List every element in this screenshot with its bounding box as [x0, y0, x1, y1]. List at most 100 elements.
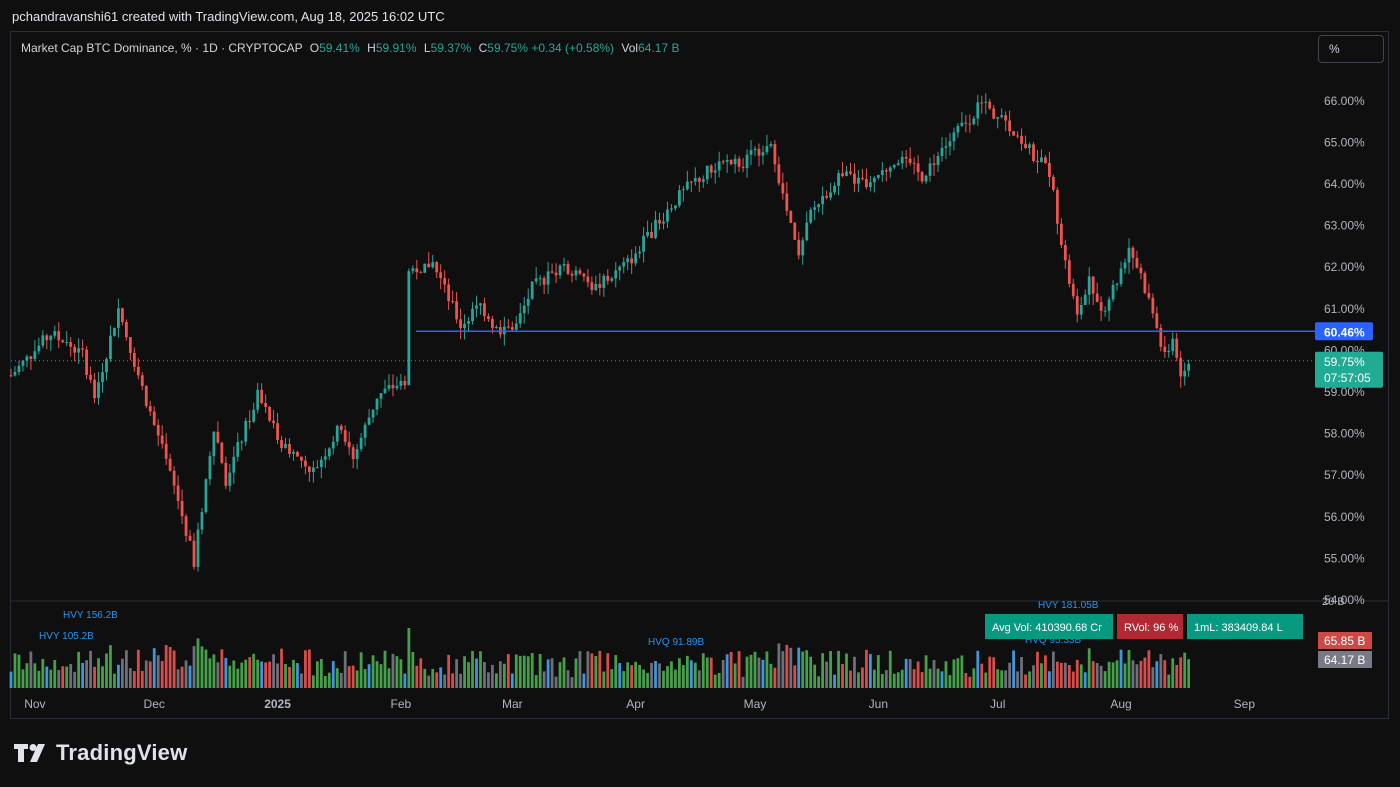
- volume-bar: [1016, 671, 1019, 688]
- volume-bar: [785, 644, 789, 688]
- candle-body: [984, 101, 988, 103]
- volume-bar: [861, 667, 864, 688]
- candle-body: [964, 122, 968, 124]
- candle-body: [212, 431, 216, 457]
- volume-bar: [29, 651, 33, 688]
- percent-scale-button[interactable]: %: [1318, 35, 1384, 63]
- volume-bar: [41, 658, 45, 688]
- volume-bar: [757, 657, 761, 688]
- candle-body: [93, 379, 96, 399]
- volume-bar: [646, 672, 649, 688]
- candle-body: [765, 146, 769, 153]
- volume-bar: [697, 670, 701, 688]
- volume-bar: [475, 658, 478, 688]
- candle-body: [646, 231, 649, 236]
- volume-bar: [630, 665, 634, 688]
- candle-body: [1111, 284, 1115, 300]
- volume-bar: [144, 660, 148, 688]
- volume-bar: [880, 673, 884, 688]
- candle-body: [49, 335, 53, 341]
- candle-body: [407, 271, 411, 386]
- candle-body: [37, 345, 41, 352]
- volume-bar: [845, 653, 848, 688]
- candle-body: [1091, 276, 1095, 294]
- candle-body: [1051, 176, 1055, 190]
- volume-bar: [829, 650, 832, 688]
- volume-bar: [447, 654, 451, 688]
- volume-bar: [841, 664, 844, 688]
- volume-bar: [534, 675, 538, 688]
- candle-body: [833, 185, 836, 193]
- candle-body: [1099, 302, 1103, 311]
- volume-bar: [335, 668, 339, 688]
- volume-bar: [491, 664, 494, 688]
- volume-bar: [443, 674, 447, 688]
- volume-bar: [196, 638, 200, 688]
- volume-bar: [37, 670, 41, 688]
- rvol-box: [1117, 614, 1183, 639]
- volume-bar: [733, 663, 737, 688]
- volume-bar: [1063, 662, 1067, 688]
- candle-body: [451, 301, 455, 303]
- candle-body: [184, 516, 188, 536]
- volume-bar: [976, 650, 980, 688]
- candle-body: [1171, 338, 1175, 352]
- volume-bar: [940, 671, 944, 688]
- candle-body: [1179, 357, 1183, 377]
- volume-bar: [614, 655, 618, 688]
- x-tick-label: Mar: [502, 697, 523, 711]
- volume-bar: [876, 655, 880, 688]
- volume-bar: [801, 651, 805, 688]
- volume-bar: [296, 663, 299, 688]
- volume-bar: [61, 666, 65, 688]
- volume-bar: [574, 658, 578, 688]
- volume-bar: [315, 661, 319, 688]
- volume-bar: [300, 673, 303, 688]
- volume-bar: [391, 653, 395, 688]
- candle-body: [594, 283, 598, 290]
- candle-body: [1147, 292, 1151, 298]
- volume-bar: [562, 657, 566, 688]
- candle-body: [940, 147, 944, 156]
- candle-body: [590, 282, 594, 290]
- support-line-label: 60.46%: [1324, 325, 1365, 339]
- candle-body: [785, 193, 789, 211]
- candle-body: [1071, 283, 1075, 297]
- volume-annotation: HVY 105.2B: [39, 631, 94, 642]
- volume-bar: [821, 653, 825, 688]
- candle-body: [681, 189, 685, 191]
- volume-bar: [228, 665, 232, 688]
- open-value: 59.41%: [319, 41, 360, 55]
- volume-bar: [518, 655, 522, 688]
- candle-body: [363, 424, 367, 438]
- candle-body: [884, 170, 888, 172]
- volume-bar: [956, 658, 960, 688]
- candle-body: [475, 305, 478, 309]
- candle-body: [467, 321, 470, 324]
- volume-bar: [288, 666, 291, 688]
- candle-body: [761, 152, 765, 156]
- candle-body: [932, 163, 936, 166]
- chart-legend: Market Cap BTC Dominance, % · 1D · CRYPT…: [21, 41, 679, 55]
- low-value: 59.37%: [430, 41, 472, 55]
- candle-body: [431, 262, 435, 268]
- candle-body: [666, 209, 669, 222]
- volume-bar: [1059, 662, 1063, 688]
- last-price-label: 59.75%: [1324, 355, 1365, 369]
- volume-bar: [407, 628, 411, 688]
- candle-body: [132, 352, 136, 367]
- candle-body: [610, 278, 614, 281]
- volume-bar: [550, 658, 554, 688]
- chart-frame[interactable]: [10, 31, 1389, 719]
- volume-bar: [451, 673, 455, 688]
- candle-body: [709, 165, 713, 173]
- volume-bar: [1111, 662, 1115, 688]
- x-tick-label: Jul: [990, 697, 1005, 711]
- candle-body: [176, 485, 180, 501]
- candle-body: [912, 162, 916, 164]
- candle-body: [9, 375, 13, 377]
- candle-body: [13, 371, 17, 376]
- candle-body: [180, 500, 184, 517]
- volume-bar: [467, 662, 470, 688]
